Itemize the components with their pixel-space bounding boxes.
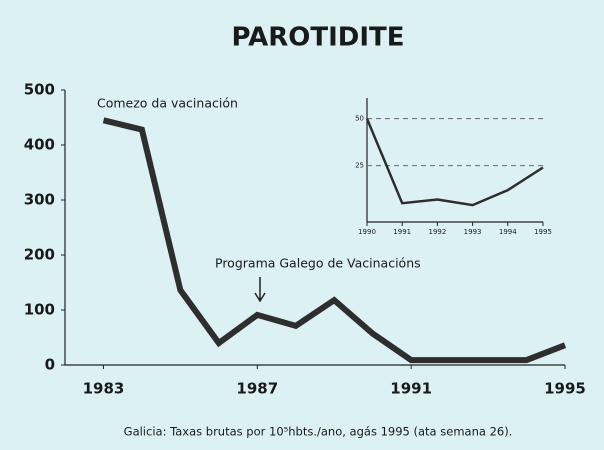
data-line: [365, 118, 544, 207]
x-tick-label: 1995: [544, 380, 586, 398]
footnote: Galicia: Taxas brutas por 10⁵hbts./ano, …: [124, 425, 513, 439]
x-tick-label: 1992: [428, 228, 446, 236]
annotation-arrow: [254, 277, 266, 303]
annotation: Programa Galego de Vacinacións: [215, 256, 421, 271]
x-tick-label: 1991: [393, 228, 411, 236]
x-tick-label: 1991: [390, 380, 432, 398]
y-tick-label: 50: [355, 115, 364, 123]
x-tick-label: 1994: [499, 228, 517, 236]
x-tick-label: 1987: [236, 380, 278, 398]
x-tick-label: 1983: [83, 380, 125, 398]
y-tick-label: 200: [24, 246, 55, 264]
x-tick-label: 1990: [358, 228, 376, 236]
y-tick-label: 0: [45, 356, 55, 374]
annotation: Comezo da vacinación: [97, 96, 238, 111]
x-tick-label: 1995: [534, 228, 552, 236]
chart-title: PAROTIDITE: [231, 23, 404, 53]
y-tick-label: 500: [24, 81, 55, 99]
y-tick-label: 100: [24, 301, 55, 319]
x-tick-label: 1993: [464, 228, 482, 236]
y-tick-label: 300: [24, 191, 55, 209]
data-line: [102, 117, 567, 364]
y-tick-label: 25: [355, 162, 364, 170]
y-tick-label: 400: [24, 136, 55, 154]
